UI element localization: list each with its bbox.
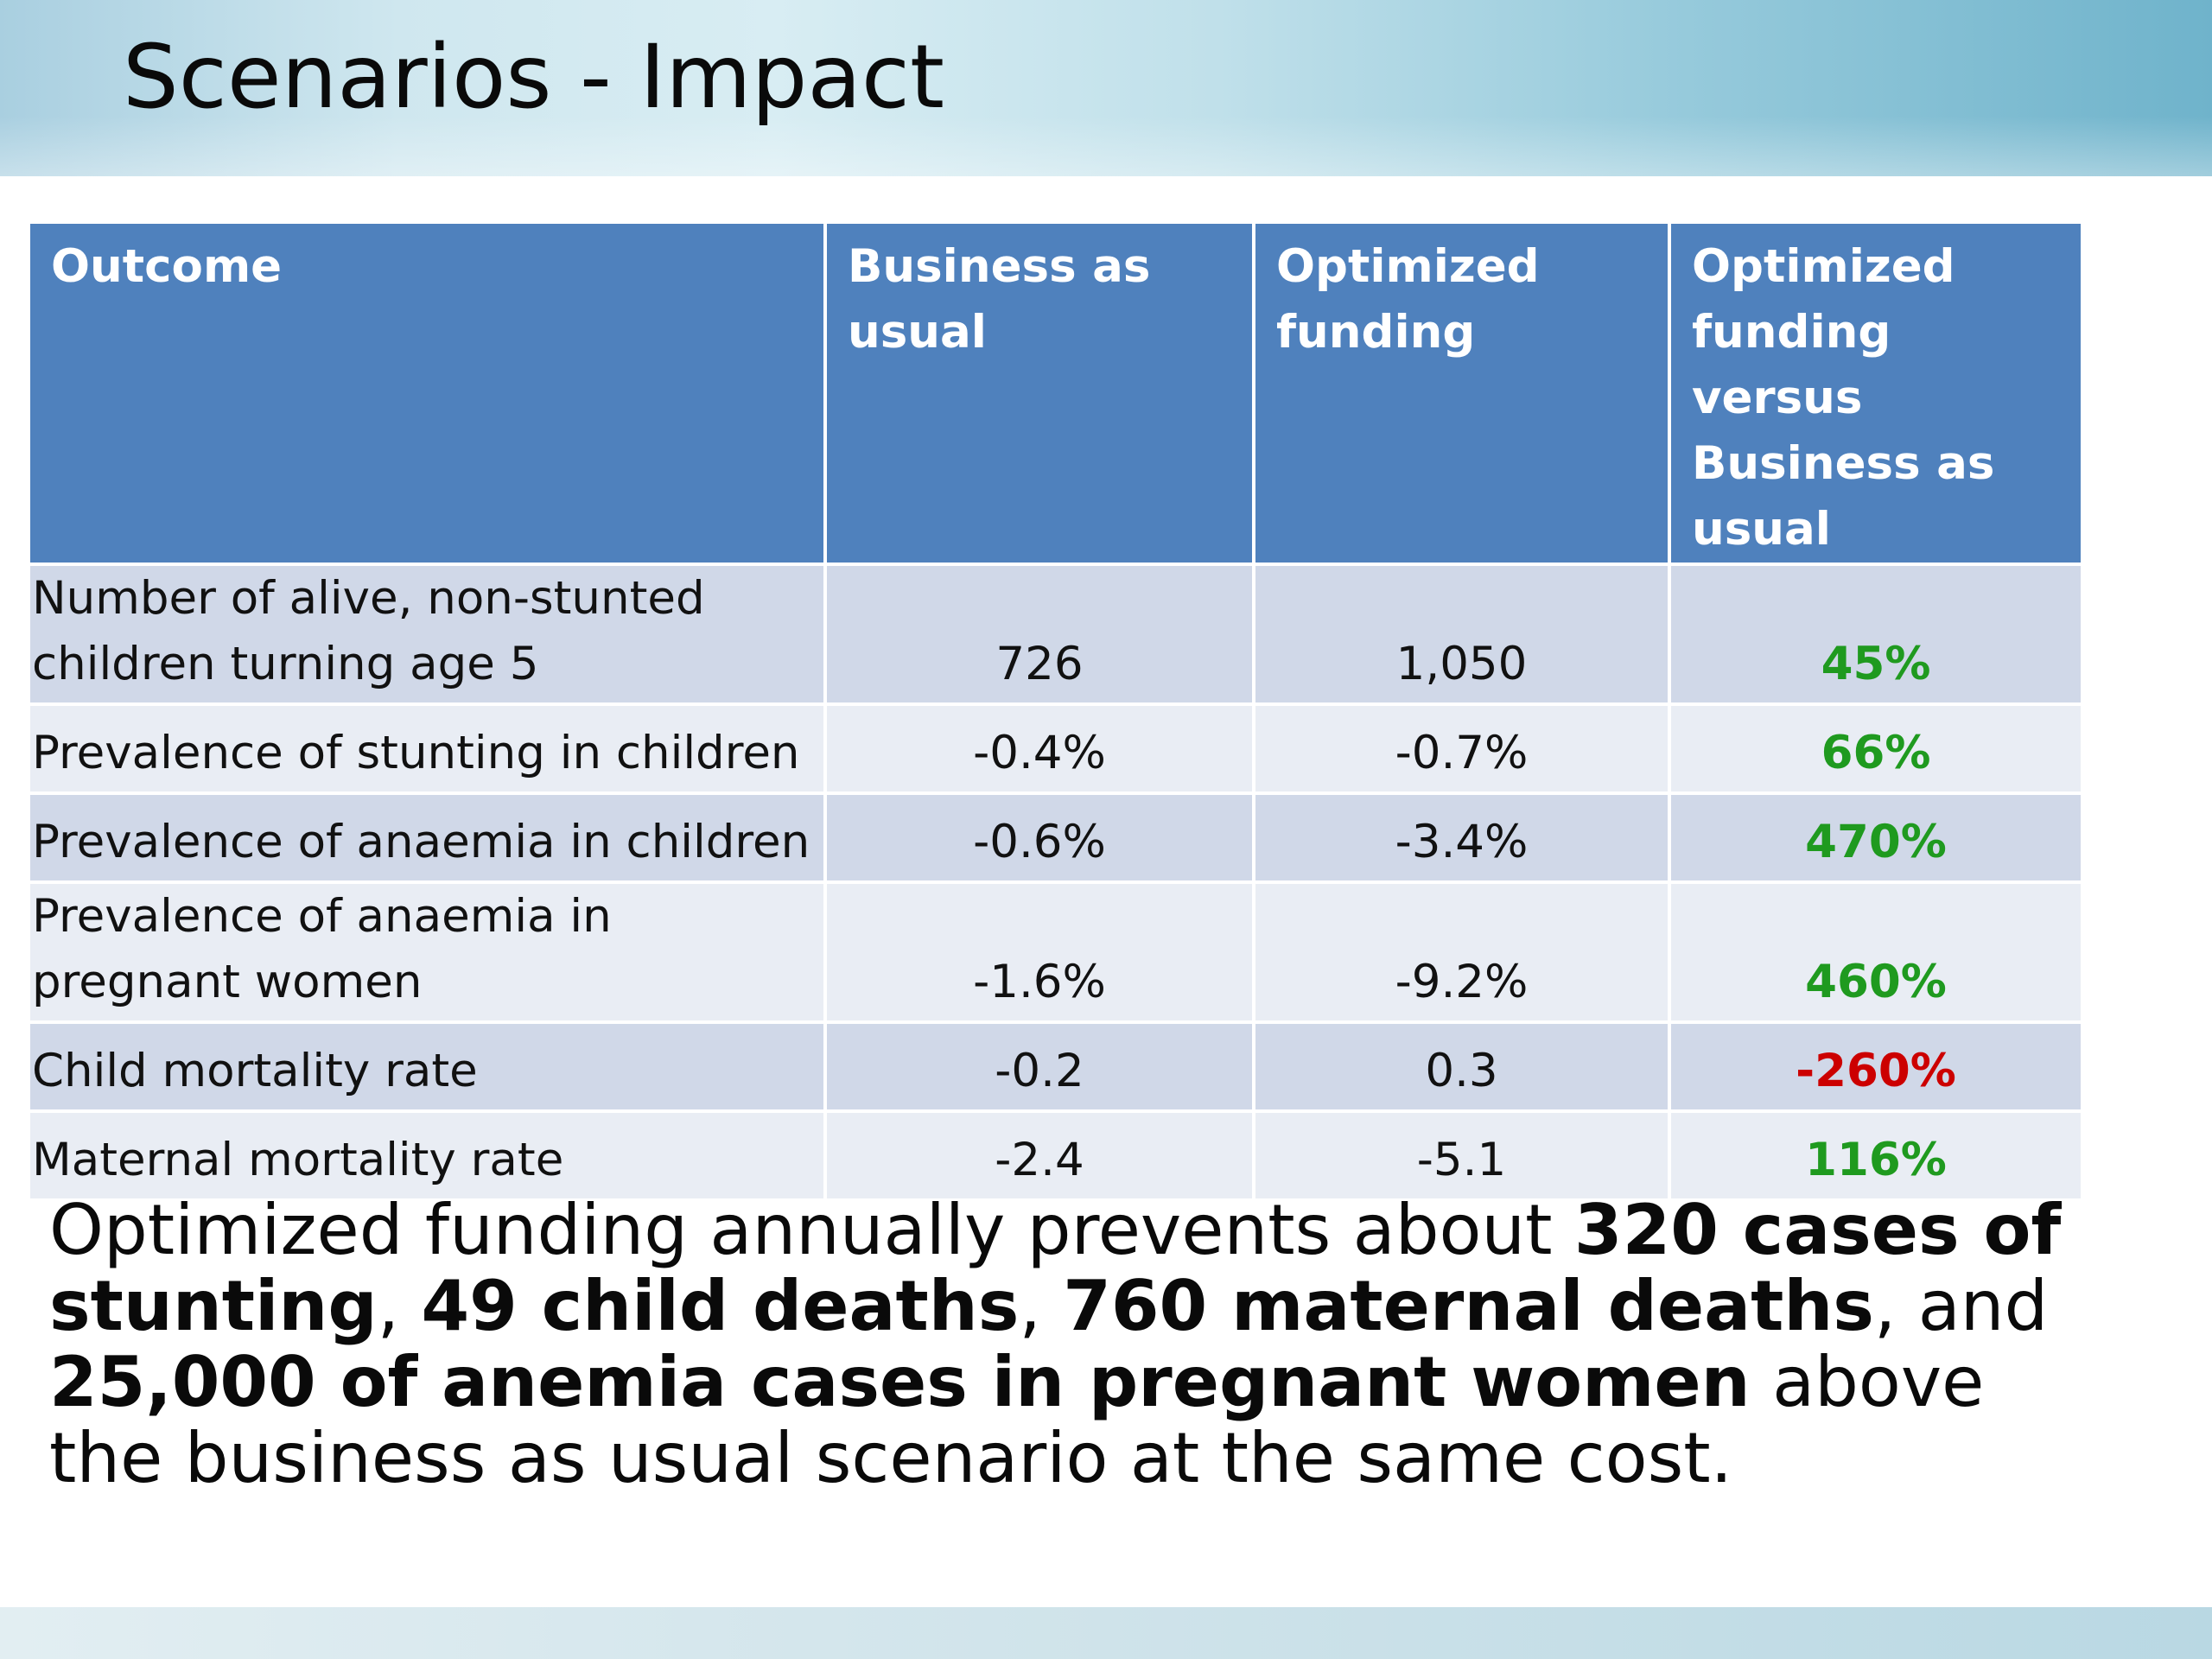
outcome-cell: Maternal mortality rate bbox=[27, 1109, 827, 1202]
outcome-cell: Child mortality rate bbox=[27, 1020, 827, 1113]
summary-part: Optimized funding annually prevents abou… bbox=[49, 1190, 1574, 1270]
summary-highlight-stunting: 320 cases of stunting bbox=[49, 1190, 2062, 1346]
header-optimized-funding: Optimized funding bbox=[1252, 220, 1671, 566]
business-as-usual-cell: -0.2 bbox=[823, 1020, 1255, 1113]
outcome-cell: Prevalence of stunting in children bbox=[27, 702, 827, 795]
summary-separator: , and bbox=[1873, 1266, 2049, 1346]
summary-highlight-child-deaths: 49 child deaths bbox=[421, 1266, 1020, 1346]
table-row: Maternal mortality rate -2.4 -5.1 116% bbox=[27, 1109, 2084, 1202]
optimized-cell: -0.7% bbox=[1252, 702, 1671, 795]
business-as-usual-cell: -0.6% bbox=[823, 791, 1255, 884]
summary-text: Optimized funding annually prevents abou… bbox=[49, 1192, 2088, 1497]
optimized-cell: -9.2% bbox=[1252, 880, 1671, 1024]
table-header-row: Outcome Business as usual Optimized fund… bbox=[27, 220, 2084, 566]
comparison-cell: -260% bbox=[1668, 1020, 2084, 1113]
table-row: Prevalence of anaemia in pregnant women … bbox=[27, 880, 2084, 1024]
table-row: Number of alive, non-stunted children tu… bbox=[27, 563, 2084, 706]
outcome-cell: Prevalence of anaemia in pregnant women bbox=[27, 880, 827, 1024]
comparison-cell: 116% bbox=[1668, 1109, 2084, 1202]
comparison-cell: 460% bbox=[1668, 880, 2084, 1024]
slide-title: Scenarios - Impact bbox=[123, 26, 944, 129]
outcome-cell: Prevalence of anaemia in children bbox=[27, 791, 827, 884]
summary-highlight-maternal-deaths: 760 maternal deaths bbox=[1063, 1266, 1874, 1346]
comparison-cell: 66% bbox=[1668, 702, 2084, 795]
optimized-cell: 0.3 bbox=[1252, 1020, 1671, 1113]
comparison-cell: 45% bbox=[1668, 563, 2084, 706]
optimized-cell: -3.4% bbox=[1252, 791, 1671, 884]
business-as-usual-cell: -0.4% bbox=[823, 702, 1255, 795]
footer-band bbox=[0, 1607, 2212, 1659]
summary-highlight-anemia-cases: 25,000 of anemia cases in pregnant women bbox=[49, 1342, 1751, 1422]
impact-table: Outcome Business as usual Optimized fund… bbox=[27, 220, 2084, 1202]
business-as-usual-cell: -1.6% bbox=[823, 880, 1255, 1024]
business-as-usual-cell: -2.4 bbox=[823, 1109, 1255, 1202]
table-row: Prevalence of anaemia in children -0.6% … bbox=[27, 791, 2084, 884]
outcome-cell: Number of alive, non-stunted children tu… bbox=[27, 563, 827, 706]
summary-separator: , bbox=[1019, 1266, 1064, 1346]
summary-separator: , bbox=[377, 1266, 422, 1346]
summary-part: above the business as usual scenario at … bbox=[49, 1342, 1985, 1498]
title-banner bbox=[0, 0, 2212, 176]
table-row: Child mortality rate -0.2 0.3 -260% bbox=[27, 1020, 2084, 1113]
table-row: Prevalence of stunting in children -0.4%… bbox=[27, 702, 2084, 795]
optimized-cell: 1,050 bbox=[1252, 563, 1671, 706]
optimized-cell: -5.1 bbox=[1252, 1109, 1671, 1202]
header-comparison: Optimized funding versus Business as usu… bbox=[1668, 220, 2084, 566]
header-outcome: Outcome bbox=[27, 220, 827, 566]
comparison-cell: 470% bbox=[1668, 791, 2084, 884]
header-business-as-usual: Business as usual bbox=[823, 220, 1255, 566]
business-as-usual-cell: 726 bbox=[823, 563, 1255, 706]
